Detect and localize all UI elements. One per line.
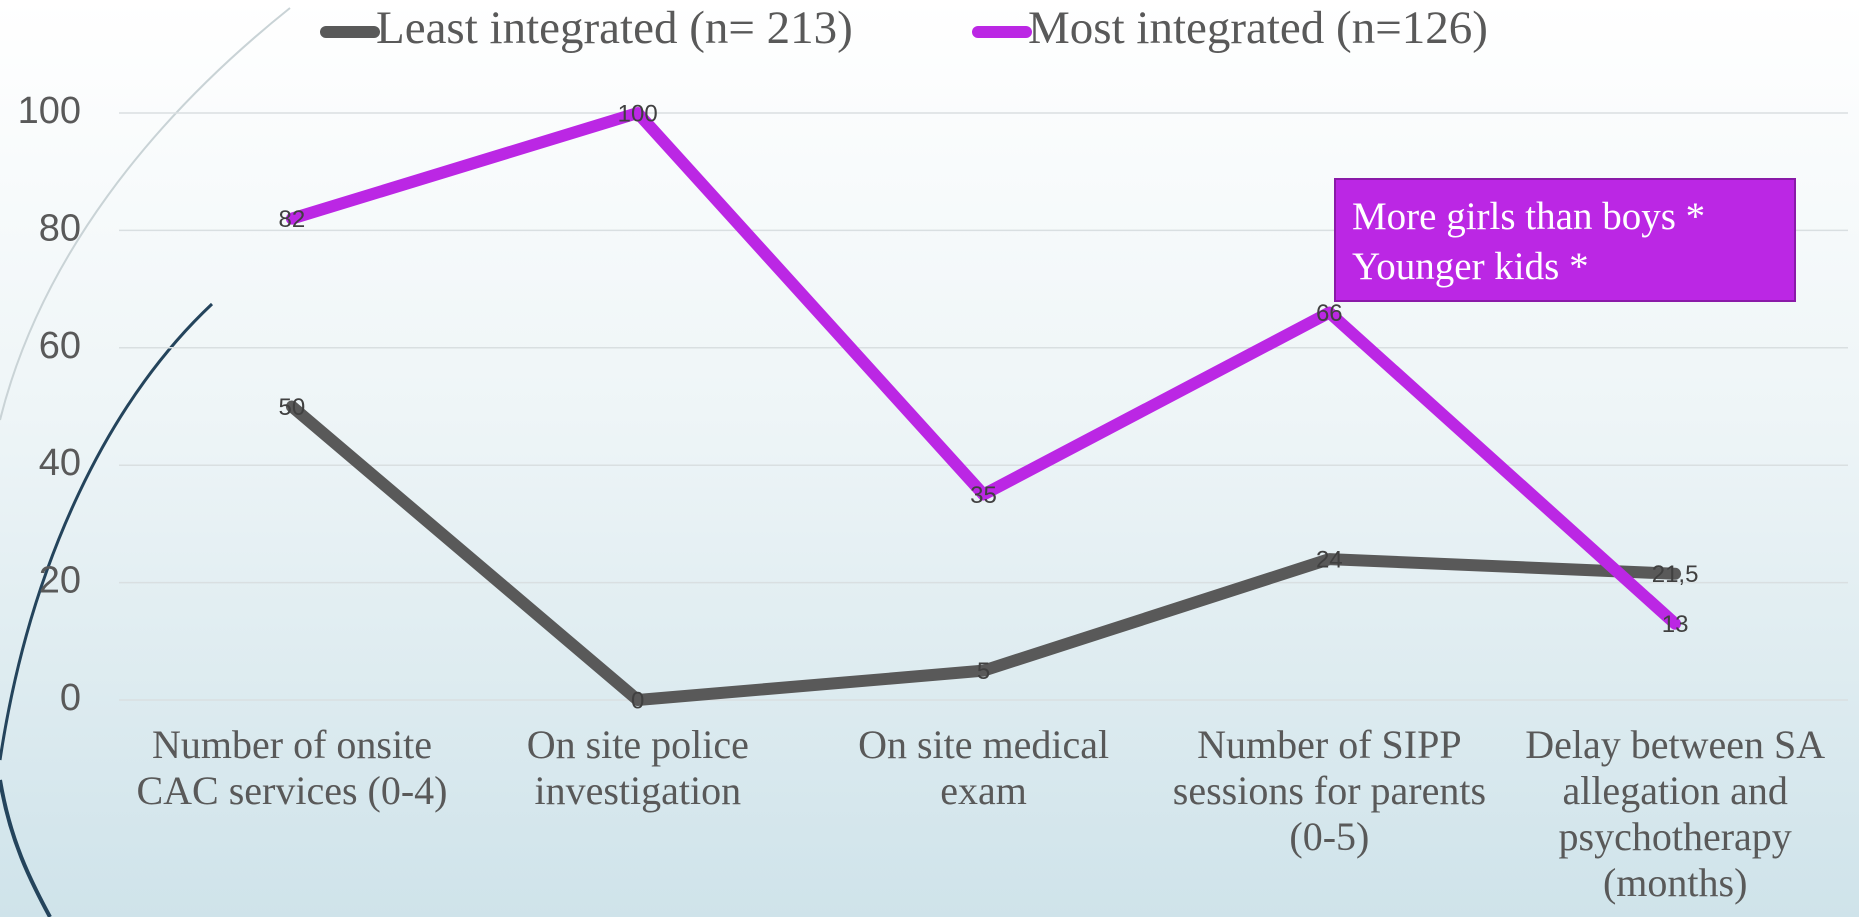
data-label: 13 bbox=[1662, 611, 1689, 638]
data-label: 50 bbox=[279, 394, 306, 421]
y-tick-label: 20 bbox=[39, 560, 81, 602]
y-tick-label: 60 bbox=[39, 325, 81, 367]
annotation: More girls than boys * Younger kids * bbox=[1334, 178, 1796, 302]
x-tick-label: Delay between SA allegation and psychoth… bbox=[1525, 722, 1826, 905]
data-label: 100 bbox=[618, 100, 658, 127]
data-label: 5 bbox=[977, 658, 990, 685]
series-line bbox=[285, 400, 1682, 706]
annotation-line: More girls than boys * bbox=[1352, 195, 1706, 238]
y-tick-label: 80 bbox=[39, 207, 81, 249]
x-tick-label: Number of SIPP sessions for parents (0-5… bbox=[1172, 722, 1487, 859]
x-tick-label: Number of onsite CAC services (0-4) bbox=[136, 722, 448, 813]
legend-label: Most integrated (n=126) bbox=[1028, 2, 1488, 54]
y-tick-label: 0 bbox=[60, 677, 81, 719]
data-label: 82 bbox=[279, 206, 306, 233]
legend-label: Least integrated (n= 213) bbox=[376, 2, 853, 54]
annotation-line: Younger kids * bbox=[1352, 245, 1589, 288]
data-label: 0 bbox=[631, 687, 644, 714]
data-label: 24 bbox=[1316, 546, 1343, 573]
x-tick-label: On site medical exam bbox=[858, 722, 1110, 813]
y-tick-label: 100 bbox=[18, 90, 81, 132]
y-tick-label: 40 bbox=[39, 442, 81, 484]
data-label: 35 bbox=[970, 482, 997, 509]
series-line bbox=[285, 107, 1682, 630]
data-label: 66 bbox=[1316, 300, 1343, 327]
data-label: 21,5 bbox=[1652, 561, 1699, 588]
x-tick-label: On site police investigation bbox=[526, 722, 749, 813]
